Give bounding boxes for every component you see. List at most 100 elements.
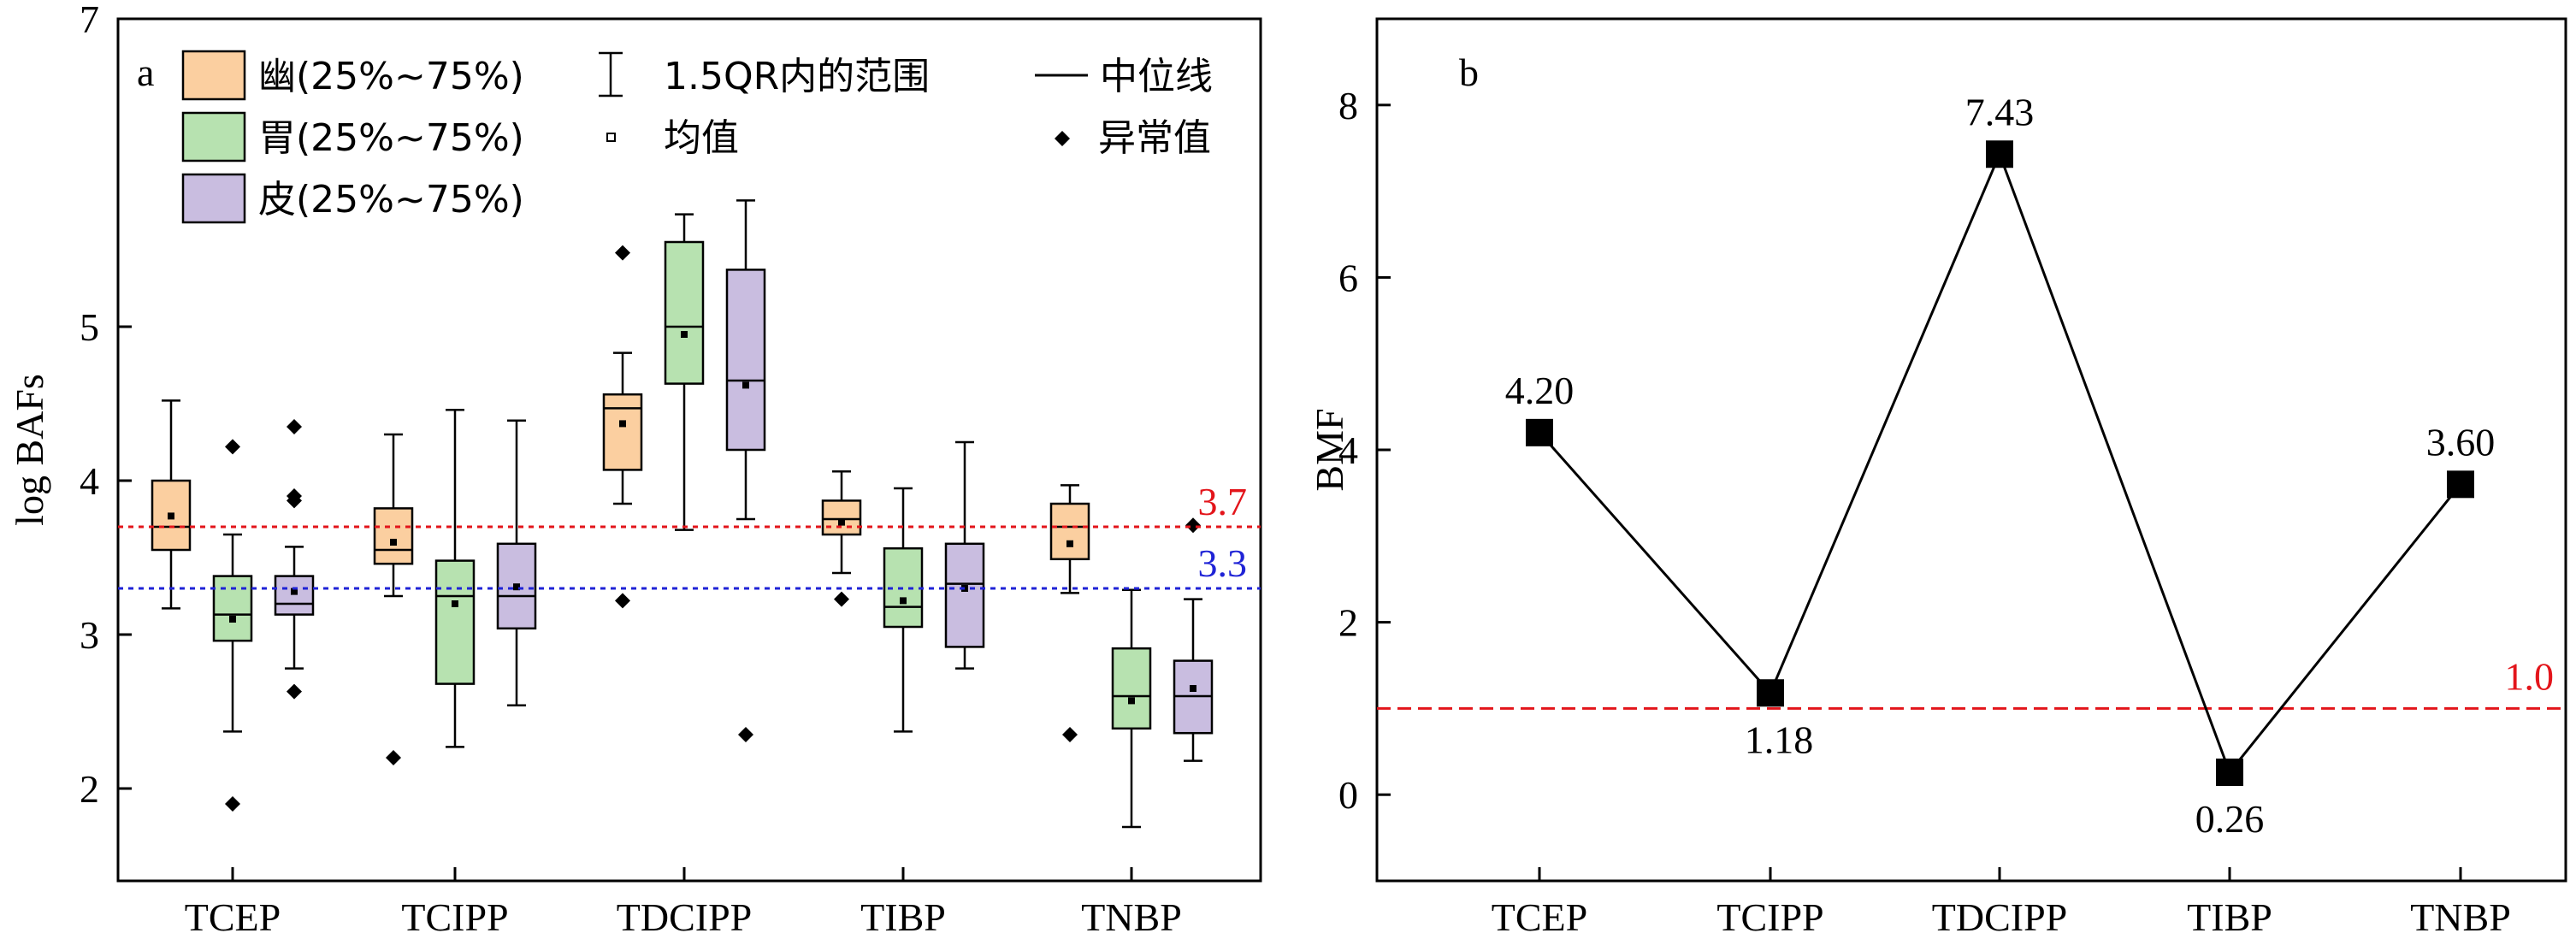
outlier-marker	[1185, 517, 1201, 534]
mean-marker	[452, 600, 458, 607]
iqr-box	[602, 393, 643, 471]
box-plot-item	[212, 439, 253, 812]
data-point-marker	[1986, 140, 2013, 168]
panel-label-b: b	[1459, 50, 1479, 94]
mean-marker	[513, 583, 520, 591]
x-tick-label: TIBP	[860, 895, 946, 939]
iqr-box	[944, 542, 985, 648]
iqr-box	[434, 559, 476, 685]
iqr-box	[373, 507, 414, 565]
reference-line-label: 1.0	[2505, 654, 2555, 698]
iqr-box	[821, 499, 862, 536]
box-plot-item	[664, 213, 705, 531]
outlier-marker	[615, 593, 630, 609]
data-point-marker	[2447, 470, 2474, 499]
mean-marker	[619, 420, 626, 428]
iqr-box	[725, 269, 766, 452]
box-plot-item	[434, 408, 476, 748]
y-axis-label: BMF	[1308, 408, 1351, 491]
legend-median-label: 中位线	[1100, 55, 1213, 98]
data-label: 0.26	[2195, 797, 2265, 841]
x-tick-label: TDCIPP	[1932, 895, 2067, 939]
legend-mean-marker	[606, 133, 616, 142]
outlier-marker	[1062, 727, 1078, 742]
x-tick-label: TDCIPP	[617, 895, 752, 939]
legend: 幽(25%~75%) 胃(25%~75%) 皮(25%~75%) 1.5QR内的范围 中…	[181, 50, 1213, 224]
outlier-marker	[615, 245, 630, 261]
x-tick-label: TNBP	[1081, 895, 1182, 939]
mean-marker	[291, 588, 298, 595]
legend-series-label: 幽(25%~75%)	[258, 55, 524, 98]
reference-line-label: 3.3	[1198, 541, 1248, 585]
iqr-box	[274, 575, 315, 616]
box-plot-item	[821, 470, 862, 607]
x-tick-label: TCIPP	[401, 895, 508, 939]
mean-marker	[168, 512, 174, 520]
y-tick-label: 5	[80, 305, 99, 349]
y-tick-label: 2	[1338, 601, 1358, 645]
outlier-marker	[738, 727, 753, 742]
iqr-box	[1111, 647, 1152, 730]
bmf-series-line	[1538, 151, 2462, 775]
y-tick-label: 0	[1338, 773, 1358, 817]
y-tick-label: 4	[80, 459, 99, 503]
box-plot-item	[496, 419, 537, 707]
legend-swatch	[181, 50, 246, 101]
data-label: 1.18	[1745, 718, 1814, 761]
legend-whisker-label: 1.5QR内的范围	[664, 55, 930, 98]
x-tick-label: TCEP	[1492, 895, 1587, 939]
panel-label-a: a	[137, 50, 154, 94]
iqr-box	[1049, 502, 1090, 561]
data-label: 7.43	[1965, 90, 2035, 133]
mean-marker	[838, 518, 845, 526]
x-tick-label: TNBP	[2410, 895, 2511, 939]
box-plot-item	[1173, 517, 1214, 762]
box-plot-item	[944, 440, 985, 670]
legend-outlier-label: 异常值	[1098, 116, 1211, 160]
outlier-marker	[287, 683, 302, 700]
mean-marker	[229, 616, 236, 623]
legend-swatch	[181, 111, 246, 162]
mean-marker	[742, 381, 749, 389]
mean-marker	[390, 539, 397, 546]
data-point-marker	[1526, 418, 1553, 446]
iqr-box	[212, 575, 253, 642]
outlier-marker	[287, 488, 302, 504]
box-plot-item	[725, 199, 766, 742]
panel-b-line-chart: 0 2 4 6 8 BMF TCEP TCIPP TDCIPP TIBP TNBP 1.0 4.20 1.…	[1308, 17, 2567, 939]
y-tick-label: 3	[80, 613, 99, 657]
box-plot-item	[602, 245, 643, 609]
reference-line-label: 3.7	[1198, 480, 1248, 523]
legend-mean-label: 均值	[664, 116, 739, 160]
box-plot-item	[1111, 588, 1152, 829]
mean-marker	[1190, 685, 1196, 692]
data-point-marker	[1757, 679, 1784, 707]
outlier-marker	[287, 419, 302, 434]
legend-outlier-marker	[1055, 131, 1070, 146]
y-tick-label: 7	[80, 0, 99, 41]
plot-frame	[116, 17, 1262, 883]
mean-marker	[681, 331, 688, 338]
mean-marker	[1066, 540, 1073, 547]
y-tick-label: 2	[80, 767, 99, 811]
outlier-marker	[386, 750, 401, 765]
data-label: 3.60	[2426, 420, 2496, 464]
panel-a-box-plot: 2 3 4 5 7 log BAFs TCEP TCIPP TDCIPP TIBP TNBP 3.7 3…	[8, 0, 1262, 939]
outlier-marker	[225, 796, 240, 812]
data-label: 4.20	[1505, 369, 1575, 412]
box-plot-item	[274, 419, 315, 700]
box-plot-item	[1049, 484, 1090, 742]
outlier-marker	[834, 591, 849, 607]
x-tick-label: TCIPP	[1716, 895, 1823, 939]
x-tick-label: TCEP	[185, 895, 281, 939]
box-plot-item	[373, 433, 414, 765]
y-tick-label: 6	[1338, 256, 1358, 299]
mean-marker	[900, 597, 907, 605]
y-tick-label: 8	[1338, 84, 1358, 127]
box-plot-item	[151, 399, 192, 610]
data-point-marker	[2216, 758, 2243, 786]
iqr-box	[664, 240, 705, 385]
x-tick-label: TIBP	[2187, 895, 2272, 939]
box-plot-item	[883, 487, 924, 733]
